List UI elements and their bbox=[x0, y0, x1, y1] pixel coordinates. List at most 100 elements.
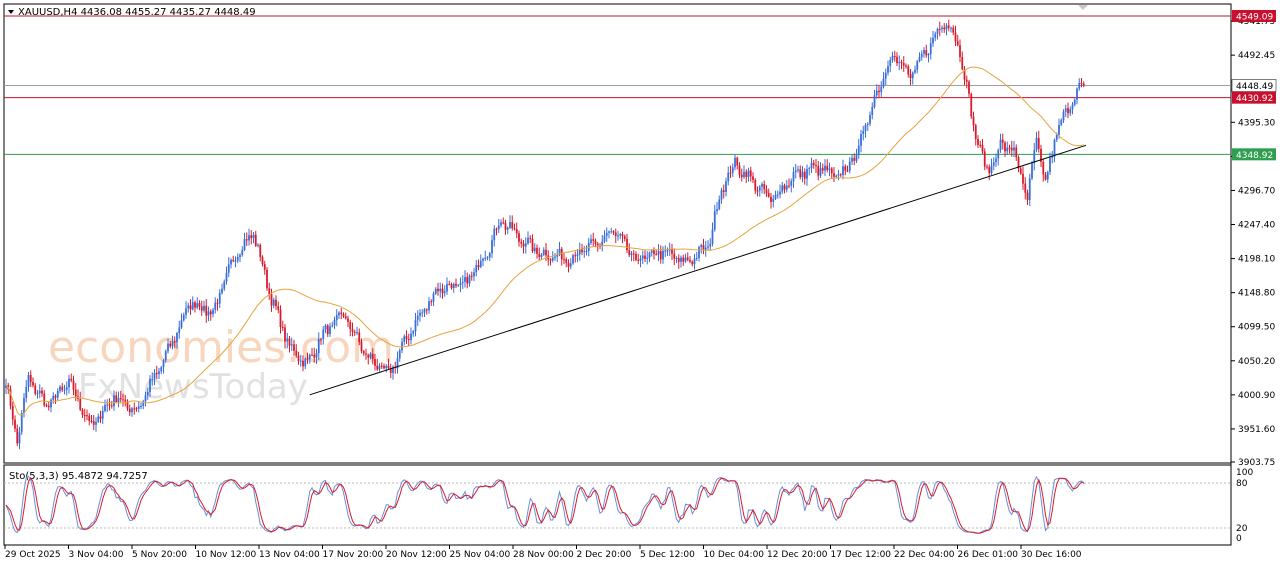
candle-body bbox=[720, 190, 723, 200]
candle-body bbox=[414, 319, 417, 332]
candle-body bbox=[468, 275, 471, 284]
candle-body bbox=[655, 254, 658, 256]
candle-body bbox=[583, 251, 586, 253]
trendline[interactable] bbox=[309, 144, 1087, 396]
candle-body bbox=[378, 365, 381, 370]
candle-body bbox=[531, 238, 534, 252]
candle-body bbox=[423, 309, 426, 313]
candle-body bbox=[677, 257, 680, 262]
candle-body bbox=[232, 259, 235, 262]
candle-body bbox=[362, 351, 365, 354]
candle-body bbox=[401, 341, 403, 351]
candle-body bbox=[695, 257, 698, 259]
time-tick-label: 20 Nov 12:00 bbox=[386, 550, 447, 560]
level-label-box bbox=[1232, 91, 1276, 104]
candle-body bbox=[558, 248, 561, 255]
candle-body bbox=[812, 162, 815, 166]
candle-body bbox=[5, 385, 7, 388]
candle-body bbox=[412, 331, 415, 334]
candle-body bbox=[189, 305, 192, 310]
candle-body bbox=[817, 165, 820, 176]
candle-body bbox=[538, 253, 541, 257]
candle-body bbox=[1064, 108, 1067, 112]
candle-body bbox=[158, 371, 160, 375]
candle-body bbox=[124, 399, 127, 402]
candle-body bbox=[491, 240, 493, 254]
candle-body bbox=[909, 74, 912, 79]
candle-body bbox=[866, 123, 869, 125]
symbol-dropdown-icon[interactable] bbox=[8, 10, 14, 14]
candle-body bbox=[889, 60, 892, 67]
candle-body bbox=[882, 78, 885, 87]
candle-body bbox=[191, 302, 194, 310]
candle-body bbox=[279, 309, 282, 328]
stochastic-signal-line bbox=[5, 477, 1084, 534]
candle-body bbox=[38, 390, 41, 394]
candle-body bbox=[581, 249, 583, 253]
candle-body bbox=[956, 41, 959, 46]
candle-body bbox=[797, 169, 799, 171]
candle-body bbox=[990, 165, 993, 174]
candle-body bbox=[932, 37, 934, 44]
candle-body bbox=[1060, 120, 1063, 125]
candle-body bbox=[914, 69, 916, 73]
candle-body bbox=[826, 165, 829, 170]
candle-body bbox=[65, 387, 68, 390]
candle-body bbox=[43, 393, 46, 406]
candle-body bbox=[810, 162, 813, 169]
candle-body bbox=[27, 374, 30, 387]
candle-body bbox=[29, 374, 32, 382]
candle-body bbox=[322, 329, 325, 340]
candle-body bbox=[234, 260, 237, 262]
candle-body bbox=[1033, 150, 1036, 164]
candle-body bbox=[97, 416, 100, 422]
candle-body bbox=[545, 249, 547, 256]
candle-body bbox=[828, 168, 831, 170]
candle-body bbox=[230, 259, 232, 265]
candle-body bbox=[871, 107, 874, 115]
candle-body bbox=[1071, 104, 1074, 110]
candle-body bbox=[142, 401, 145, 406]
candle-body bbox=[729, 172, 732, 174]
candle-body bbox=[869, 114, 871, 124]
candle-body bbox=[387, 365, 390, 368]
candle-body bbox=[374, 359, 376, 366]
candle-body bbox=[902, 63, 905, 66]
shift-marker-icon[interactable] bbox=[1078, 5, 1088, 10]
candle-body bbox=[68, 378, 70, 388]
candle-body bbox=[689, 259, 691, 262]
candle-body bbox=[819, 168, 822, 176]
candle-body bbox=[502, 222, 505, 224]
candle-body bbox=[324, 325, 327, 330]
candle-body bbox=[281, 327, 284, 329]
candle-body bbox=[169, 343, 172, 347]
candle-body bbox=[106, 404, 109, 406]
candle-body bbox=[126, 401, 129, 409]
candle-body bbox=[756, 190, 759, 192]
candle-body bbox=[664, 250, 667, 252]
candle-body bbox=[632, 253, 635, 255]
candle-body bbox=[497, 225, 500, 230]
level-label-box bbox=[1232, 148, 1276, 161]
candle-body bbox=[511, 222, 514, 229]
candle-body bbox=[686, 257, 689, 260]
candle-body bbox=[979, 144, 982, 146]
candle-body bbox=[54, 395, 57, 398]
candle-body bbox=[542, 249, 545, 255]
candle-body bbox=[475, 265, 478, 273]
candle-body bbox=[977, 138, 979, 145]
candle-body bbox=[304, 358, 307, 367]
candle-body bbox=[9, 389, 12, 406]
candle-body bbox=[261, 257, 264, 265]
candle-body bbox=[970, 93, 973, 117]
candle-body bbox=[466, 277, 469, 284]
candle-body bbox=[293, 344, 295, 351]
candle-body bbox=[713, 211, 716, 230]
candle-body bbox=[216, 302, 219, 304]
price-tick-label: 4050.20 bbox=[1238, 357, 1275, 367]
candle-body bbox=[117, 397, 120, 403]
candle-body bbox=[884, 72, 887, 79]
candle-body bbox=[614, 232, 617, 236]
candle-body bbox=[848, 161, 851, 171]
candle-body bbox=[79, 398, 82, 410]
